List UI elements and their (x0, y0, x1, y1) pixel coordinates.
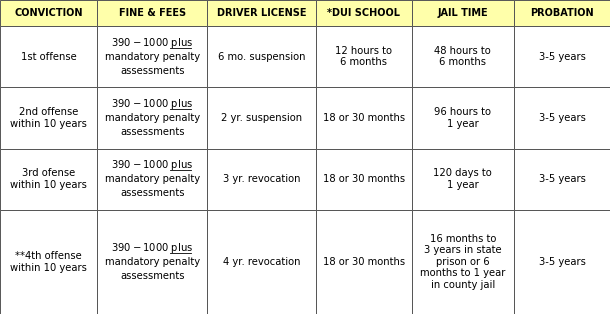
Bar (97, 210, 207, 314)
Bar (315, 0, 412, 26)
Text: 18 or 30 months: 18 or 30 months (323, 174, 405, 184)
Bar (315, 210, 412, 314)
Text: 6 mo. suspension: 6 mo. suspension (218, 52, 305, 62)
Bar (0, 26, 97, 87)
Bar (514, 149, 610, 210)
Text: CONVICTION: CONVICTION (15, 8, 83, 18)
Text: mandatory penalty: mandatory penalty (105, 113, 199, 123)
Text: JAIL TIME: JAIL TIME (437, 8, 488, 18)
Text: PROBATION: PROBATION (530, 8, 594, 18)
Text: $390-$1000 plus: $390-$1000 plus (111, 158, 193, 172)
Text: 4 yr. revocation: 4 yr. revocation (223, 257, 300, 267)
Bar (412, 26, 514, 87)
Text: 12 hours to
6 months: 12 hours to 6 months (335, 46, 392, 68)
Bar (207, 149, 315, 210)
Bar (315, 26, 412, 87)
Text: assessments: assessments (120, 271, 184, 281)
Text: 3 yr. revocation: 3 yr. revocation (223, 174, 300, 184)
Text: assessments: assessments (120, 66, 184, 76)
Text: 18 or 30 months: 18 or 30 months (323, 257, 405, 267)
Text: assessments: assessments (120, 188, 184, 198)
Text: 3-5 years: 3-5 years (539, 113, 586, 123)
Text: 120 days to
1 year: 120 days to 1 year (434, 168, 492, 190)
Text: $390-$1000 plus: $390-$1000 plus (111, 97, 193, 111)
Text: assessments: assessments (120, 127, 184, 137)
Bar (514, 210, 610, 314)
Text: 1st offense: 1st offense (21, 52, 76, 62)
Bar (207, 0, 315, 26)
Bar (0, 87, 97, 149)
Bar (514, 0, 610, 26)
Text: 16 months to
3 years in state
prison or 6
months to 1 year
in county jail: 16 months to 3 years in state prison or … (420, 234, 506, 290)
Bar (97, 0, 207, 26)
Text: 3-5 years: 3-5 years (539, 52, 586, 62)
Text: **4th offense
within 10 years: **4th offense within 10 years (10, 251, 87, 273)
Text: mandatory penalty: mandatory penalty (105, 52, 199, 62)
Bar (412, 0, 514, 26)
Text: mandatory penalty: mandatory penalty (105, 257, 199, 267)
Bar (514, 87, 610, 149)
Text: *DUI SCHOOL: *DUI SCHOOL (327, 8, 400, 18)
Text: 2nd offense
within 10 years: 2nd offense within 10 years (10, 107, 87, 129)
Text: mandatory penalty: mandatory penalty (105, 174, 199, 184)
Bar (207, 26, 315, 87)
Text: FINE & FEES: FINE & FEES (118, 8, 186, 18)
Text: 2 yr. suspension: 2 yr. suspension (221, 113, 302, 123)
Text: 3rd ofense
within 10 years: 3rd ofense within 10 years (10, 168, 87, 190)
Bar (315, 87, 412, 149)
Bar (412, 87, 514, 149)
Bar (0, 0, 97, 26)
Bar (412, 210, 514, 314)
Bar (514, 26, 610, 87)
Bar (97, 26, 207, 87)
Text: 18 or 30 months: 18 or 30 months (323, 113, 405, 123)
Bar (207, 210, 315, 314)
Text: 3-5 years: 3-5 years (539, 174, 586, 184)
Text: 96 hours to
1 year: 96 hours to 1 year (434, 107, 491, 129)
Text: $390-$1000 plus: $390-$1000 plus (111, 241, 193, 255)
Bar (97, 149, 207, 210)
Bar (0, 149, 97, 210)
Text: $390-$1000 plus: $390-$1000 plus (111, 36, 193, 50)
Text: DRIVER LICENSE: DRIVER LICENSE (217, 8, 306, 18)
Bar (207, 87, 315, 149)
Bar (315, 149, 412, 210)
Bar (0, 210, 97, 314)
Bar (412, 149, 514, 210)
Text: 48 hours to
6 months: 48 hours to 6 months (434, 46, 491, 68)
Bar (97, 87, 207, 149)
Text: 3-5 years: 3-5 years (539, 257, 586, 267)
